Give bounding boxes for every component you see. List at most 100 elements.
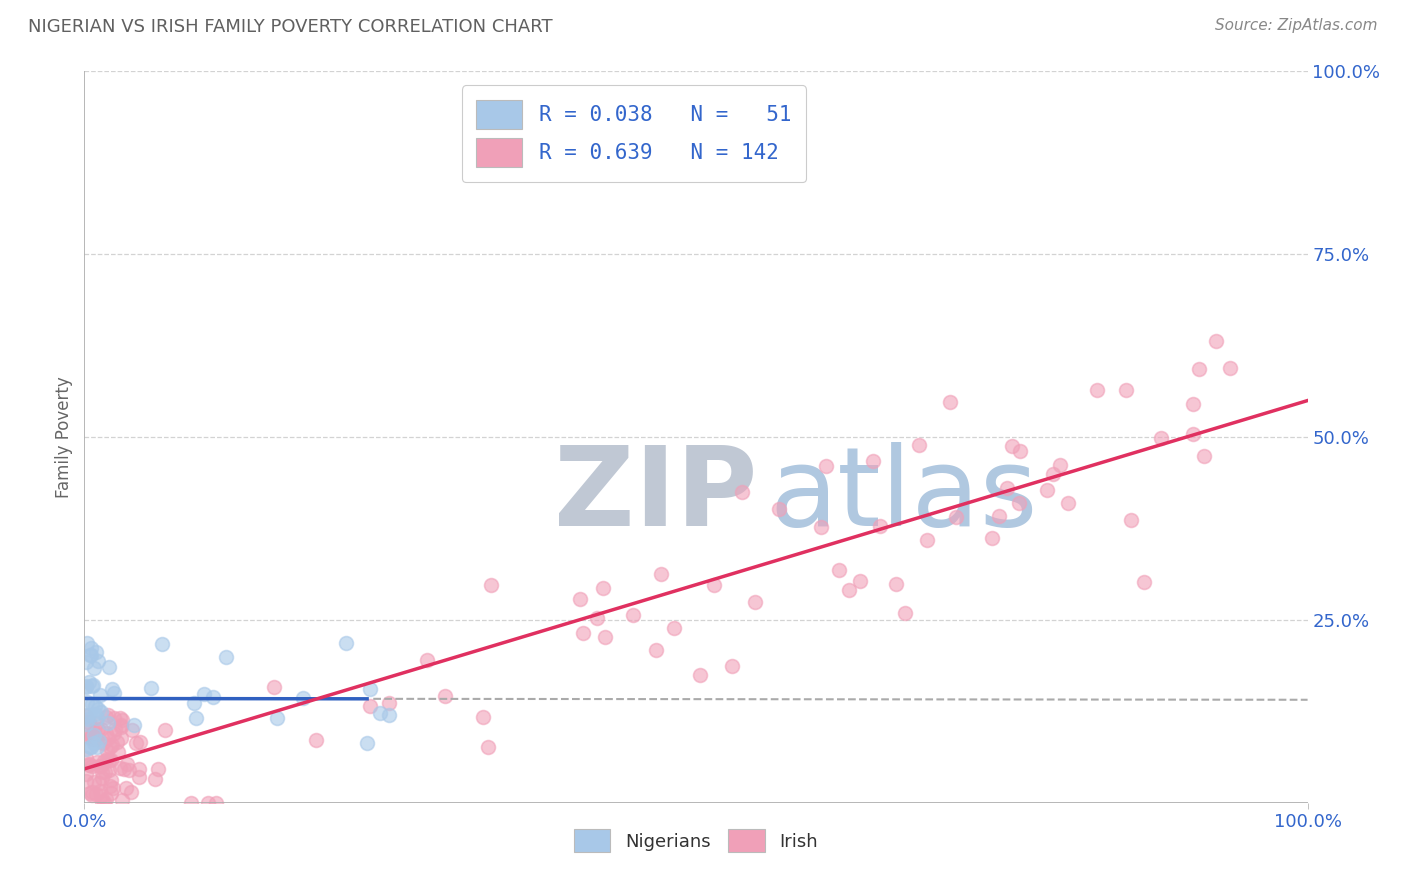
Point	[76, 729, 98, 743]
Point	[104, 722, 127, 736]
Point	[305, 733, 328, 747]
Point	[94, 791, 117, 805]
Point	[180, 796, 202, 810]
Point	[111, 793, 134, 807]
Point	[79, 648, 101, 662]
Point	[96, 744, 118, 758]
Point	[266, 711, 288, 725]
Point	[153, 723, 176, 738]
Point	[97, 753, 120, 767]
Point	[689, 667, 711, 681]
Point	[101, 682, 124, 697]
Point	[83, 728, 105, 742]
Point	[110, 711, 132, 725]
Point	[97, 731, 120, 745]
Point	[80, 640, 103, 655]
Point	[572, 625, 595, 640]
Point	[721, 659, 744, 673]
Point	[75, 710, 97, 724]
Point	[378, 696, 401, 710]
Point	[75, 741, 97, 756]
Point	[987, 508, 1010, 523]
Point	[87, 722, 110, 736]
Point	[100, 773, 122, 788]
Point	[94, 710, 117, 724]
Point	[193, 687, 215, 701]
Point	[91, 795, 114, 809]
Point	[110, 731, 132, 746]
Point	[477, 739, 499, 754]
Text: Source: ZipAtlas.com: Source: ZipAtlas.com	[1215, 18, 1378, 33]
Point	[90, 706, 112, 720]
Point	[100, 786, 122, 800]
Point	[869, 518, 891, 533]
Point	[82, 730, 104, 744]
Point	[83, 725, 105, 739]
Point	[89, 775, 111, 789]
Point	[893, 606, 915, 620]
Point	[112, 762, 135, 776]
Point	[79, 739, 101, 754]
Point	[569, 592, 592, 607]
Point	[80, 784, 103, 798]
Point	[1150, 431, 1173, 445]
Point	[80, 729, 103, 743]
Point	[77, 712, 100, 726]
Point	[884, 577, 907, 591]
Point	[128, 762, 150, 776]
Point	[129, 735, 152, 749]
Point	[90, 789, 112, 803]
Point	[75, 655, 97, 669]
Point	[96, 726, 118, 740]
Point	[93, 795, 115, 809]
Text: atlas: atlas	[769, 442, 1038, 549]
Point	[80, 679, 103, 693]
Point	[703, 578, 725, 592]
Point	[814, 458, 837, 473]
Point	[82, 678, 104, 692]
Point	[75, 680, 97, 694]
Point	[1219, 361, 1241, 376]
Point	[292, 691, 315, 706]
Point	[183, 696, 205, 710]
Text: ZIP: ZIP	[554, 442, 758, 549]
Point	[110, 717, 132, 731]
Point	[103, 710, 125, 724]
Point	[93, 754, 115, 768]
Legend: Nigerians, Irish: Nigerians, Irish	[567, 822, 825, 860]
Point	[83, 661, 105, 675]
Point	[101, 781, 124, 796]
Point	[908, 438, 931, 452]
Point	[368, 706, 391, 720]
Point	[86, 756, 108, 770]
Point	[84, 706, 107, 721]
Point	[84, 645, 107, 659]
Point	[101, 738, 124, 752]
Point	[810, 520, 832, 534]
Point	[125, 736, 148, 750]
Point	[75, 709, 97, 723]
Point	[1057, 496, 1080, 510]
Point	[83, 775, 105, 789]
Point	[103, 686, 125, 700]
Point	[645, 643, 668, 657]
Point	[848, 574, 870, 588]
Point	[82, 731, 104, 746]
Point	[76, 714, 98, 729]
Point	[377, 707, 399, 722]
Point	[97, 659, 120, 673]
Point	[114, 781, 136, 796]
Point	[862, 454, 884, 468]
Point	[939, 395, 962, 409]
Point	[76, 636, 98, 650]
Point	[744, 595, 766, 609]
Point	[75, 773, 97, 788]
Point	[1008, 443, 1031, 458]
Point	[84, 787, 107, 801]
Point	[197, 796, 219, 810]
Point	[98, 779, 121, 793]
Point	[1119, 513, 1142, 527]
Point	[97, 708, 120, 723]
Point	[945, 509, 967, 524]
Point	[592, 582, 614, 596]
